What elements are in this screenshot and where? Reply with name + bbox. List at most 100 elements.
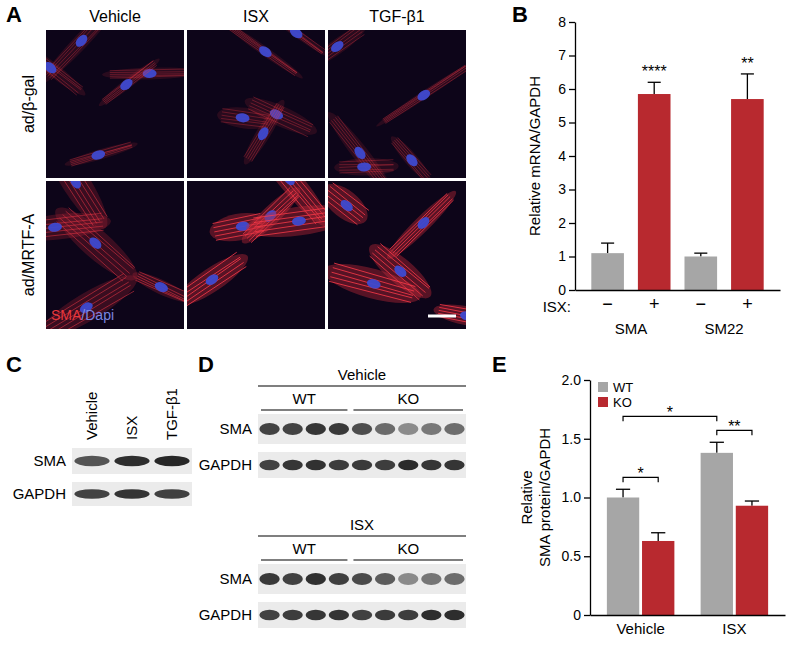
band [306,610,326,620]
column-label: Vehicle [89,8,141,25]
tick-label: + [649,294,660,314]
error-bar-stem [751,501,752,506]
fiber [48,181,97,223]
tick: 2.0 [562,372,590,388]
fiber [391,143,424,178]
cell [130,267,184,307]
y-axis: 012345678 [558,14,575,298]
tick: 8 [558,14,575,30]
panel-label: E [492,352,507,377]
fiber [251,107,284,161]
y-axis-label-line: SMA protein/GAPDH [536,428,553,567]
fiber [393,196,450,253]
row-label: GAPDH [199,456,252,473]
tick: + [742,294,753,314]
tick-label: 3 [558,181,566,197]
cell-body [328,256,425,311]
significance: ** [728,418,740,435]
fiber [46,52,77,95]
scale-bar [428,315,456,318]
fiber [70,145,132,163]
y-axis-label-line: Relative [518,470,535,524]
tick: Vehicle [616,620,664,637]
tick-mark [569,156,575,157]
row-label: ad/MRTF-A [20,213,37,296]
tick-mark [584,380,590,381]
fiber [254,210,325,222]
fiber [328,30,361,63]
cell [96,55,163,110]
band [329,573,349,585]
tick: − [602,294,613,314]
error-bar-cap [651,532,665,533]
fiber [262,30,323,53]
band [444,423,464,435]
lane-rule [261,559,347,560]
band [259,460,279,470]
cell-body [63,139,139,170]
tick-label: 8 [558,14,566,30]
fiber [46,47,82,90]
panel-e: ****00.51.01.52.0VehicleISXRelativeSMA p… [518,372,786,637]
tick-label: − [602,294,613,314]
fiber [254,214,325,227]
legend-swatch [598,397,608,407]
nucleus [288,30,305,41]
fiber [49,285,131,329]
nucleus [404,152,420,168]
cell [328,256,425,311]
band [154,456,189,466]
lane-rule [261,409,347,410]
band [114,489,149,499]
band [421,423,441,435]
cell [46,266,144,329]
tick-label: + [742,294,753,314]
tick-label: 1 [558,248,566,264]
tick-label: 4 [558,148,566,164]
blot [258,452,466,478]
fiber [383,65,465,119]
tick-label: 2 [558,215,566,231]
nucleus [366,278,382,290]
tick-mark [569,223,575,224]
fiber [248,105,281,160]
fiber [102,61,154,101]
cell-body [254,30,325,60]
column-label: ISX [243,8,269,25]
x-axis: −+−+ [576,291,781,314]
error-bar-cap [601,242,614,243]
series [607,442,733,615]
error-bar-cap [616,489,630,490]
bar [701,453,733,615]
nucleus [281,181,297,187]
fiber [328,32,362,66]
panel-label: D [198,352,214,377]
band [444,460,464,470]
tick-label: Vehicle [616,620,664,637]
tick: 3 [558,181,575,197]
nucleus [257,44,274,59]
nucleus [204,272,221,287]
tick-label: 0.5 [562,548,582,564]
cell [374,58,466,130]
cell [244,200,325,243]
fiber [330,275,412,299]
blot-background [72,448,192,474]
axis-line [590,381,591,616]
fiber [339,160,393,162]
panel-label: C [6,352,22,377]
tick: 0 [558,282,575,298]
fiber [395,198,453,255]
band [306,573,326,585]
nucleus [87,235,103,251]
legend-label: WT [613,380,633,395]
error-bar-cap [710,442,724,443]
tick-mark [584,615,590,616]
band [259,423,279,435]
significance: ** [741,55,753,72]
fiber [333,268,415,291]
bar [591,253,624,290]
fiber [384,68,466,123]
fiber [104,63,155,102]
band [352,573,372,585]
